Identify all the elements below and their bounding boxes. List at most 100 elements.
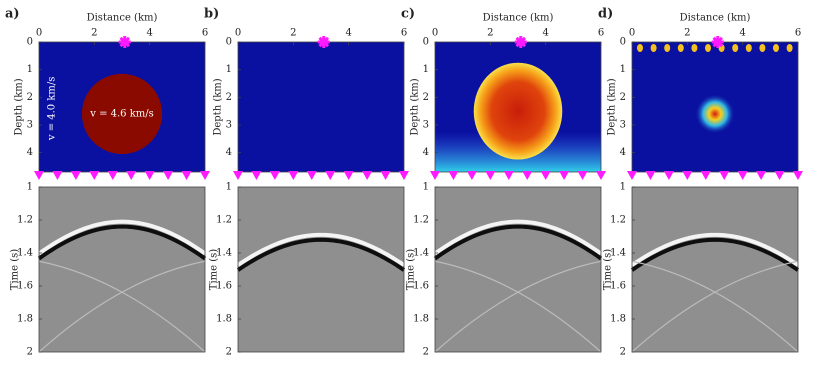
receiver bbox=[126, 171, 137, 180]
diffraction bbox=[434, 260, 602, 353]
panel-label: c) bbox=[401, 7, 415, 22]
receiver bbox=[288, 171, 299, 180]
kernel-spot bbox=[664, 44, 671, 52]
y-tick-label: 1.4 bbox=[17, 248, 33, 259]
y-tick-label: 1.4 bbox=[216, 248, 232, 259]
y-axis-label: Depth (km) bbox=[213, 78, 224, 135]
kernel-spot bbox=[773, 44, 779, 52]
receiver bbox=[380, 171, 391, 180]
receiver bbox=[325, 171, 336, 180]
y-tick-label: 4 bbox=[620, 147, 626, 158]
x-tick-label: 2 bbox=[487, 28, 493, 39]
annotation: v = 4.6 km/s bbox=[89, 108, 154, 119]
x-tick-label: 6 bbox=[795, 28, 801, 39]
annotation: v = 4.0 km/s bbox=[47, 77, 58, 142]
receiver bbox=[251, 171, 262, 180]
x-axis-label: Distance (km) bbox=[680, 13, 751, 24]
y-tick-label: 2 bbox=[226, 347, 232, 358]
y-tick-label: 3 bbox=[423, 119, 429, 130]
receiver bbox=[645, 171, 656, 180]
frame bbox=[237, 186, 405, 353]
receiver bbox=[200, 171, 210, 180]
y-tick-label: 2 bbox=[27, 92, 33, 103]
y-tick-label: 1.6 bbox=[17, 281, 33, 292]
wavefront bbox=[433, 224, 603, 261]
seismogram bbox=[39, 187, 205, 352]
y-tick-label: 2 bbox=[27, 347, 33, 358]
y-tick-label: 2 bbox=[423, 347, 429, 358]
x-tick-label: 6 bbox=[598, 28, 604, 39]
x-tick-label: 2 bbox=[684, 28, 690, 39]
x-tick-label: 0 bbox=[629, 28, 635, 39]
x-tick-label: 0 bbox=[432, 28, 438, 39]
receiver bbox=[719, 171, 730, 180]
seismogram bbox=[632, 187, 798, 352]
wavefront bbox=[433, 219, 603, 256]
x-tick-label: 2 bbox=[290, 28, 296, 39]
receiver bbox=[756, 171, 767, 180]
y-tick-label: 1 bbox=[226, 182, 232, 193]
receiver bbox=[663, 171, 674, 180]
seismogram bbox=[238, 187, 404, 352]
y-axis-label: Time (s) bbox=[406, 249, 417, 290]
panel-label: a) bbox=[5, 7, 20, 22]
kernel-spot bbox=[650, 44, 657, 52]
receiver bbox=[34, 171, 44, 180]
y-tick-label: 3 bbox=[27, 119, 33, 130]
x-tick-label: 0 bbox=[36, 28, 42, 39]
anomaly bbox=[81, 73, 163, 155]
receiver bbox=[793, 171, 803, 180]
panel-label: d) bbox=[598, 7, 613, 22]
y-tick-label: 1.8 bbox=[413, 314, 429, 325]
receiver bbox=[774, 171, 785, 180]
frame bbox=[434, 186, 602, 353]
y-tick-label: 1 bbox=[620, 182, 626, 193]
x-tick-label: 4 bbox=[542, 28, 548, 39]
seismogram bbox=[435, 187, 601, 352]
y-tick-label: 1 bbox=[27, 182, 33, 193]
x-axis-label: Distance (km) bbox=[87, 13, 158, 24]
panel-label: b) bbox=[204, 7, 219, 22]
y-axis-label: Depth (km) bbox=[607, 78, 618, 135]
receiver bbox=[503, 171, 514, 180]
y-tick-label: 0 bbox=[226, 37, 232, 48]
receiver bbox=[144, 171, 155, 180]
kernel-spot bbox=[745, 44, 752, 52]
receiver bbox=[700, 171, 711, 180]
y-tick-label: 1.6 bbox=[610, 281, 626, 292]
y-tick-label: 1.8 bbox=[17, 314, 33, 325]
receiver bbox=[233, 171, 243, 180]
x-tick-label: 2 bbox=[91, 28, 97, 39]
y-tick-label: 1.8 bbox=[216, 314, 232, 325]
receiver bbox=[577, 171, 588, 180]
diffraction bbox=[38, 260, 206, 353]
x-axis-label: Distance (km) bbox=[483, 13, 554, 24]
receiver bbox=[343, 171, 354, 180]
y-tick-label: 3 bbox=[620, 119, 626, 130]
y-tick-label: 1.2 bbox=[413, 215, 429, 226]
y-tick-label: 1 bbox=[620, 64, 626, 75]
y-tick-label: 1 bbox=[423, 182, 429, 193]
receiver bbox=[52, 171, 63, 180]
x-tick-label: 0 bbox=[235, 28, 241, 39]
receiver bbox=[107, 171, 118, 180]
y-tick-label: 2 bbox=[226, 92, 232, 103]
wavefront bbox=[630, 232, 800, 267]
frame bbox=[38, 186, 206, 353]
source-star bbox=[318, 36, 330, 48]
y-axis-label: Depth (km) bbox=[410, 78, 421, 135]
wavefront bbox=[630, 237, 800, 272]
wavefront bbox=[236, 237, 406, 272]
receiver bbox=[269, 171, 280, 180]
x-tick-label: 4 bbox=[345, 28, 351, 39]
kernel-spot bbox=[759, 44, 766, 52]
y-tick-label: 2 bbox=[620, 347, 626, 358]
receiver bbox=[522, 171, 533, 180]
y-tick-label: 4 bbox=[226, 147, 232, 158]
y-tick-label: 1.4 bbox=[610, 248, 626, 259]
diffraction bbox=[631, 260, 799, 353]
wavefront bbox=[37, 219, 207, 256]
y-tick-label: 3 bbox=[226, 119, 232, 130]
source-star bbox=[515, 36, 527, 48]
